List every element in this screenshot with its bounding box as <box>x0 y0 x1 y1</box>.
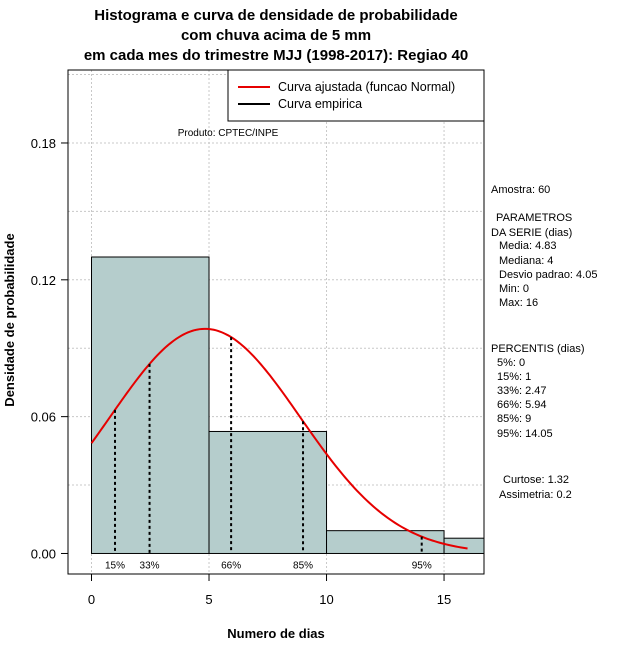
histogram-bar-0 <box>91 256 210 554</box>
percentile-label-0: 15% <box>105 560 125 571</box>
param-mean: Media: 4.83 <box>499 240 556 252</box>
x-tick-label-3: 15 <box>437 592 451 607</box>
y-tick-label-1: 0.06 <box>31 410 56 425</box>
params-heading: PARAMETROS <box>493 212 572 224</box>
legend-label-empirical: Curva empirica <box>278 97 362 111</box>
param-min: Min: 0 <box>499 283 529 295</box>
percentil-85: 85%: 9 <box>497 413 531 425</box>
chart-title-line-1: Histograma e curva de densidade de proba… <box>94 7 457 24</box>
x-tick-label-0: 0 <box>88 592 95 607</box>
histogram-bar-2 <box>326 530 445 554</box>
histogram-bar-1 <box>208 430 328 554</box>
percentile-lines: 15% 33% 66% 85% 95% <box>105 337 432 571</box>
percentile-label-3: 85% <box>293 560 313 571</box>
normal-curve-layer <box>90 327 468 550</box>
legend: Curva ajustada (funcao Normal) Curva emp… <box>227 69 485 122</box>
params-subheading: DA SERIE (dias) <box>491 227 572 239</box>
chart-title-line-3: em cada mes do trimestre MJJ (1998-2017)… <box>84 47 468 64</box>
param-max: Max: 16 <box>499 297 538 309</box>
legend-box <box>227 69 485 122</box>
percentil-33: 33%: 2.47 <box>497 385 547 397</box>
x-axis-label: Numero de dias <box>227 626 325 641</box>
percentil-95: 95%: 14.05 <box>497 428 553 440</box>
normal-curve <box>90 327 468 550</box>
kurtosis: Curtose: 1.32 <box>503 474 569 486</box>
y-tick-label-3: 0.18 <box>31 136 56 151</box>
x-tick-label-2: 10 <box>319 592 333 607</box>
x-tick-label-1: 5 <box>205 592 212 607</box>
percentil-15: 15%: 1 <box>497 371 531 383</box>
percentile-label-2: 66% <box>221 560 241 571</box>
percentile-label-1: 33% <box>140 560 160 571</box>
param-median: Mediana: 4 <box>499 255 553 267</box>
product-annotation: Produto: CPTEC/INPE <box>178 128 279 139</box>
legend-label-normal: Curva ajustada (funcao Normal) <box>278 80 455 94</box>
skewness: Assimetria: 0.2 <box>499 489 572 501</box>
statistics-panel: Amostra: 60 PARAMETROS DA SERIE (dias) M… <box>491 184 597 501</box>
chart-title-line-2: com chuva acima de 5 mm <box>181 27 371 44</box>
percentile-label-4: 95% <box>412 560 432 571</box>
param-sd: Desvio padrao: 4.05 <box>499 269 597 281</box>
sample-size: Amostra: 60 <box>491 184 550 196</box>
percentil-5: 5%: 0 <box>497 357 525 369</box>
y-tick-label-2: 0.12 <box>31 273 56 288</box>
y-tick-label-0: 0.00 <box>31 546 56 561</box>
percentis-heading: PERCENTIS (dias) <box>491 343 585 355</box>
y-axis-label: Densidade de probabilidade <box>2 233 17 406</box>
histogram-bars <box>91 256 485 554</box>
percentil-66: 66%: 5.94 <box>497 399 547 411</box>
